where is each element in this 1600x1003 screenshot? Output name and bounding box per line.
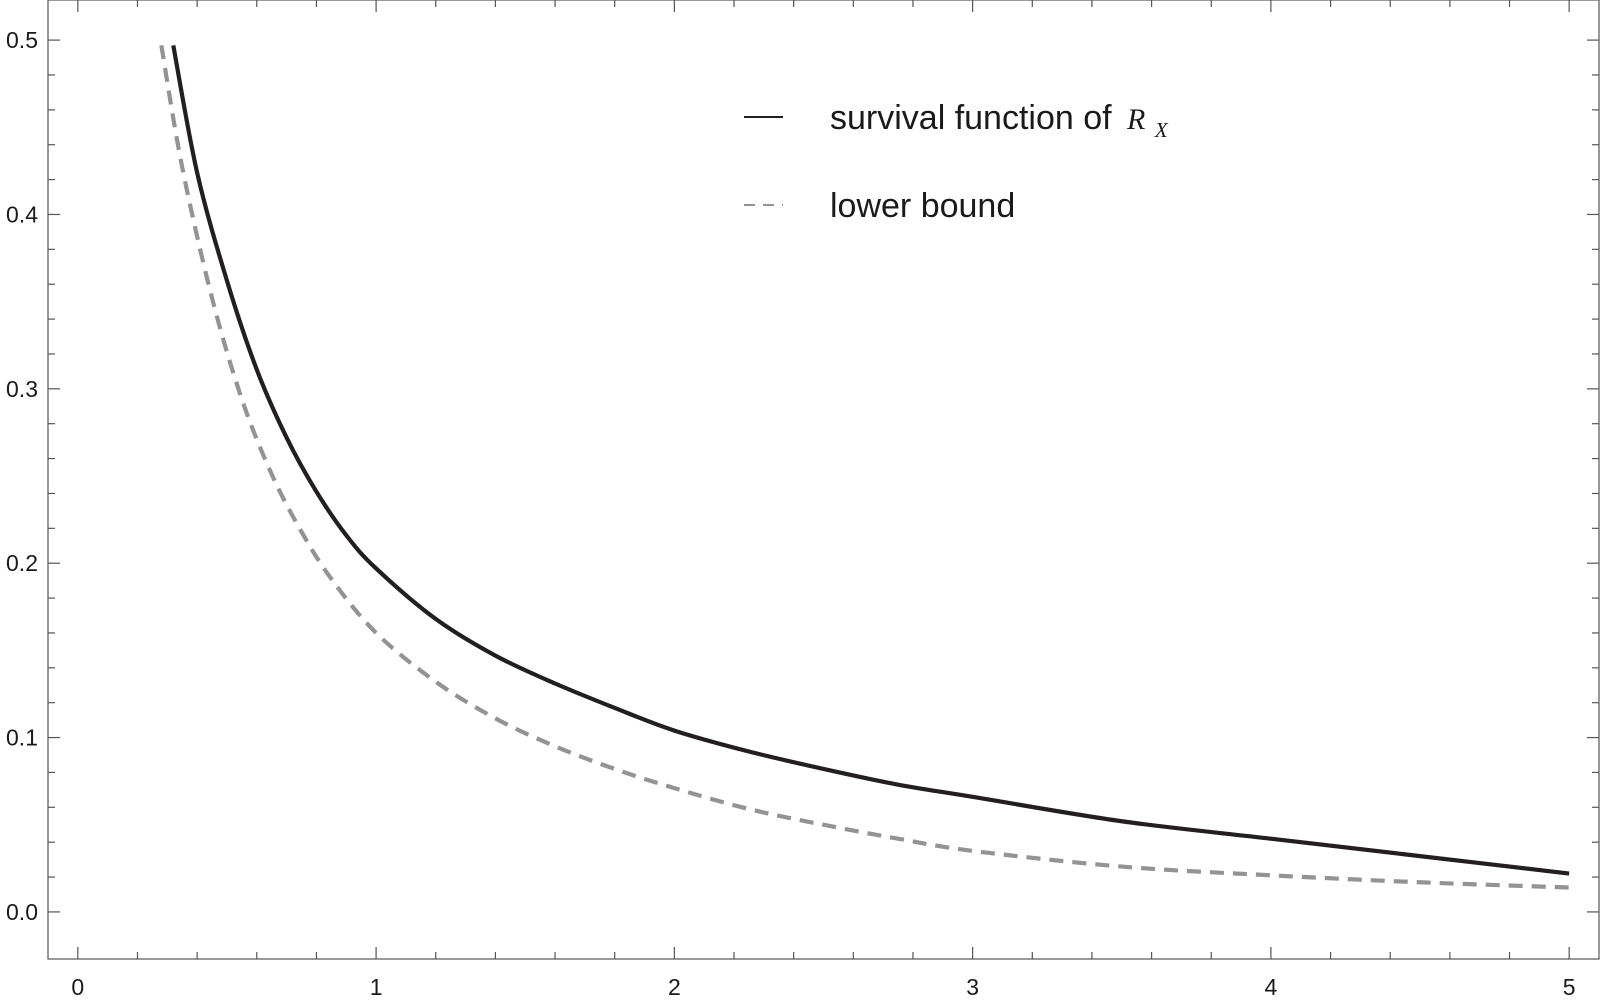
axis-ticks (48, 0, 1599, 959)
legend-label-survival-math: R (1126, 103, 1145, 136)
series-layer (159, 44, 1570, 890)
x-tick-label: 2 (668, 974, 681, 1000)
x-tick-label: 1 (370, 974, 383, 1000)
legend-label-lower-bound: lower bound (830, 187, 1015, 225)
legend-label-survival-subscript: X (1154, 118, 1169, 142)
legend-label-survival: survival function of R X (830, 99, 1169, 142)
y-tick-label: 0.5 (6, 27, 38, 53)
y-tick-label: 0.3 (6, 376, 38, 402)
legend-label-survival-text: survival function of (830, 99, 1112, 137)
x-tick-label: 3 (966, 974, 979, 1000)
series-line-survival (171, 44, 1570, 876)
plot-frame (47, 0, 1600, 960)
tick-labels: 0 1 2 3 4 5 0.0 0.1 0.2 0.3 0.4 0.5 (6, 27, 1576, 1000)
y-tick-label: 0.2 (6, 550, 38, 576)
x-tick-label: 4 (1265, 974, 1278, 1000)
y-tick-label: 0.1 (6, 725, 38, 751)
series-line-lower-bound (159, 44, 1570, 890)
y-tick-label: 0.0 (6, 899, 38, 925)
x-tick-label: 0 (71, 974, 84, 1000)
legend: survival function of R X lower bound (744, 99, 1169, 225)
y-tick-label: 0.4 (6, 201, 38, 227)
x-tick-label: 5 (1563, 974, 1576, 1000)
